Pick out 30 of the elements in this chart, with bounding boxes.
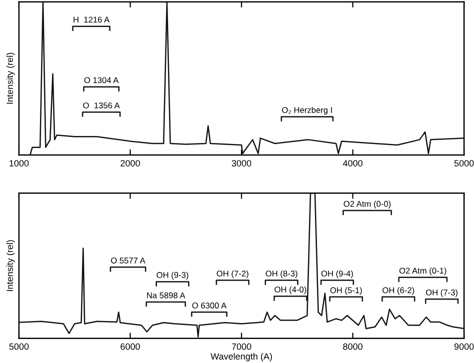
- x-tick-label: 4000: [342, 160, 362, 166]
- annotation: O 5577 A: [111, 258, 146, 264]
- x-tick-label: 5000: [9, 343, 29, 350]
- x-tick-label: 7000: [232, 343, 252, 350]
- annotation: O2 Atm (0-1): [399, 267, 446, 276]
- x-axis-title: Wavelength (A): [210, 352, 272, 362]
- annotation: OH (9-3): [156, 272, 188, 280]
- annotation: O 6300 A: [192, 302, 227, 308]
- x-tick-label: 6000: [120, 343, 140, 350]
- x-tick-label: 9000: [454, 343, 474, 350]
- x-tick-label: 5000: [454, 160, 474, 166]
- annotation: O₂ Herzberg I: [282, 106, 332, 115]
- x-tick-label: 2000: [120, 160, 140, 166]
- y-axis-title: Intensity (rel): [6, 240, 15, 291]
- annotation: OH (5-1): [330, 287, 362, 295]
- x-tick-label: 1000: [10, 160, 29, 166]
- x-tick-label: 3000: [232, 160, 252, 166]
- annotation: O2 Atm (0-0): [344, 200, 391, 208]
- annotation: OH (6-2): [382, 287, 414, 295]
- annotation: OH (8-3): [266, 270, 298, 278]
- annotation: OH (7-2): [216, 270, 248, 278]
- annotation: O 1304 A: [84, 77, 119, 84]
- annotation: OH (7-3): [426, 289, 458, 298]
- annotation: H 1216 A: [74, 16, 110, 23]
- annotation: Na 5898 A: [147, 292, 186, 298]
- annotation: O 1356 A: [83, 102, 120, 108]
- y-axis-title: Intensity (rel): [6, 52, 15, 104]
- x-tick-label: 8000: [343, 343, 362, 350]
- annotation: OH (9-4): [321, 270, 353, 278]
- annotation: OH (4-0): [274, 286, 306, 294]
